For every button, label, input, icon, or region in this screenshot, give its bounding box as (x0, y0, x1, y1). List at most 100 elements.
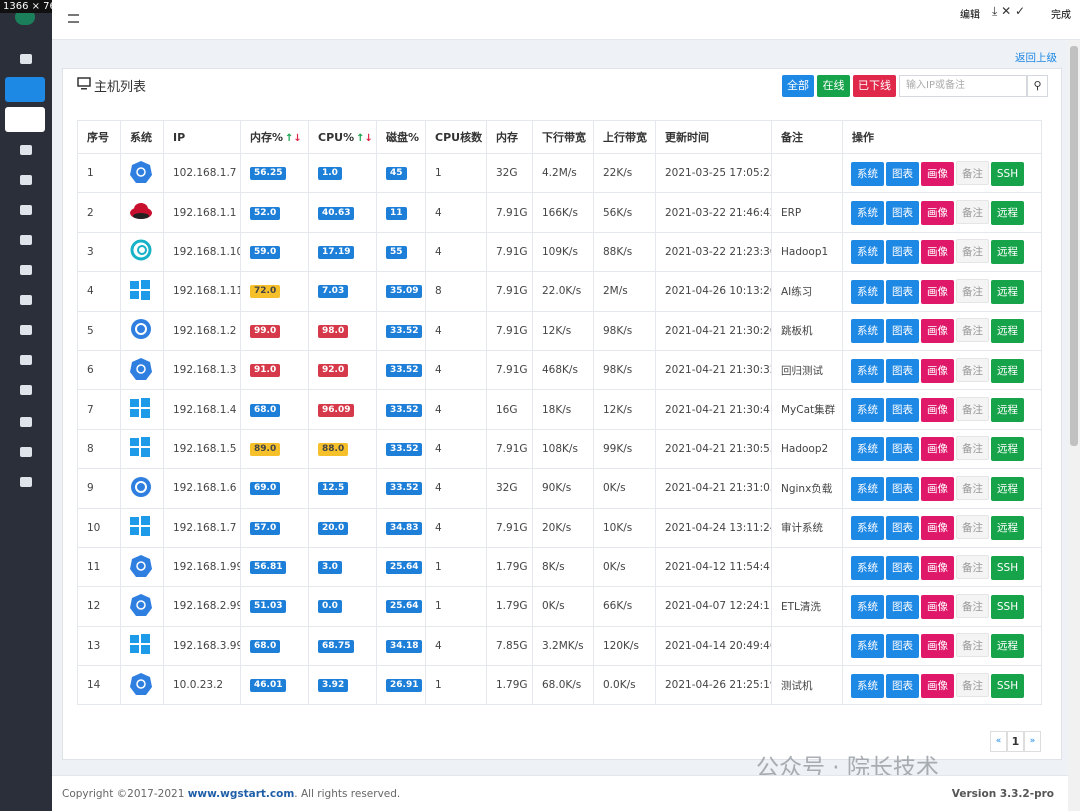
filter-button[interactable]: 已下线 (853, 75, 896, 97)
action-button[interactable]: 系统 (851, 398, 884, 423)
action-button[interactable]: 系统 (851, 476, 884, 501)
sort-icon[interactable]: ↑↓ (356, 132, 373, 144)
action-button[interactable]: 画像 (921, 594, 954, 619)
filter-button[interactable]: 在线 (817, 75, 850, 97)
nav-icon[interactable] (20, 477, 32, 487)
remote-button[interactable]: 远程 (991, 240, 1024, 265)
action-button[interactable]: 图表 (886, 516, 919, 541)
action-button[interactable]: 画像 (921, 201, 954, 226)
action-button[interactable]: 系统 (851, 516, 884, 541)
remote-button[interactable]: 远程 (991, 516, 1024, 541)
edit-button[interactable]: 编辑 (960, 10, 980, 21)
menu-toggle[interactable] (68, 14, 79, 23)
action-button[interactable]: 画像 (921, 319, 954, 344)
action-button[interactable]: 图表 (886, 240, 919, 265)
nav-icon[interactable] (20, 235, 32, 245)
action-button[interactable]: 图表 (886, 555, 919, 580)
action-button[interactable]: 画像 (921, 555, 954, 580)
action-button[interactable]: 备注 (956, 515, 989, 540)
action-button[interactable]: 系统 (851, 358, 884, 383)
done-button[interactable]: 完成 (1051, 10, 1071, 21)
search-button[interactable]: ⚲ (1027, 75, 1048, 97)
action-button[interactable]: 画像 (921, 161, 954, 186)
action-button[interactable]: 系统 (851, 634, 884, 659)
action-button[interactable]: 备注 (956, 633, 989, 658)
action-button[interactable]: 备注 (956, 239, 989, 264)
action-button[interactable]: 画像 (921, 634, 954, 659)
action-button[interactable]: 图表 (886, 673, 919, 698)
remote-button[interactable]: SSH (991, 673, 1024, 698)
nav-selected[interactable] (5, 107, 45, 132)
remote-button[interactable]: 远程 (991, 437, 1024, 462)
sort-icon[interactable]: ↑↓ (285, 133, 302, 144)
nav-icon[interactable] (20, 265, 32, 275)
action-button[interactable]: 系统 (851, 279, 884, 304)
remote-button[interactable]: SSH (991, 594, 1024, 619)
action-button[interactable]: 图表 (886, 437, 919, 462)
filter-button[interactable]: 全部 (782, 75, 814, 97)
action-button[interactable]: 图表 (886, 398, 919, 423)
action-button[interactable]: 备注 (956, 593, 989, 618)
action-button[interactable]: 备注 (956, 436, 989, 461)
action-button[interactable]: 备注 (956, 357, 989, 382)
action-button[interactable]: 备注 (956, 554, 989, 579)
action-button[interactable]: 备注 (956, 672, 989, 697)
toolbar-icons[interactable]: ⤓ ✕ ✓ (992, 4, 1026, 18)
nav-icon[interactable] (20, 355, 32, 365)
action-button[interactable]: 画像 (921, 437, 954, 462)
nav-icon[interactable] (20, 447, 32, 457)
action-button[interactable]: 备注 (956, 475, 989, 500)
nav-icon[interactable] (20, 417, 32, 427)
action-button[interactable]: 备注 (956, 160, 989, 185)
action-button[interactable]: 图表 (886, 476, 919, 501)
action-button[interactable]: 画像 (921, 358, 954, 383)
remote-button[interactable]: 远程 (991, 279, 1024, 304)
action-button[interactable]: 备注 (956, 200, 989, 225)
action-button[interactable]: 系统 (851, 437, 884, 462)
action-button[interactable]: 图表 (886, 594, 919, 619)
action-button[interactable]: 系统 (851, 161, 884, 186)
nav-active[interactable] (5, 77, 45, 102)
nav-icon[interactable] (20, 175, 32, 185)
action-button[interactable]: 图表 (886, 279, 919, 304)
page-next[interactable]: » (1024, 731, 1041, 752)
nav-icon[interactable] (20, 325, 32, 335)
site-link[interactable]: www.wgstart.com (187, 788, 295, 800)
page-prev[interactable]: « (990, 731, 1007, 752)
action-button[interactable]: 图表 (886, 201, 919, 226)
action-button[interactable]: 图表 (886, 358, 919, 383)
action-button[interactable]: 系统 (851, 673, 884, 698)
action-button[interactable]: 画像 (921, 279, 954, 304)
action-button[interactable]: 系统 (851, 594, 884, 619)
nav-icon[interactable] (20, 54, 32, 64)
page-number[interactable]: 1 (1007, 731, 1024, 752)
scrollbar[interactable] (1068, 40, 1080, 811)
action-button[interactable]: 画像 (921, 398, 954, 423)
remote-button[interactable]: SSH (991, 555, 1024, 580)
remote-button[interactable]: 远程 (991, 476, 1024, 501)
action-button[interactable]: 系统 (851, 555, 884, 580)
remote-button[interactable]: 远程 (991, 634, 1024, 659)
action-button[interactable]: 图表 (886, 161, 919, 186)
action-button[interactable]: 图表 (886, 319, 919, 344)
remote-button[interactable]: 远程 (991, 398, 1024, 423)
nav-icon[interactable] (20, 205, 32, 215)
action-button[interactable]: 图表 (886, 634, 919, 659)
remote-button[interactable]: 远程 (991, 319, 1024, 344)
search-input[interactable]: 输入IP或备注 (899, 75, 1027, 97)
back-link[interactable]: 返回上级 (1015, 52, 1057, 64)
nav-icon[interactable] (20, 145, 32, 155)
remote-button[interactable]: SSH (991, 161, 1024, 186)
action-button[interactable]: 画像 (921, 516, 954, 541)
remote-button[interactable]: 远程 (991, 201, 1024, 226)
scroll-thumb[interactable] (1070, 46, 1078, 446)
action-button[interactable]: 系统 (851, 240, 884, 265)
action-button[interactable]: 画像 (921, 476, 954, 501)
action-button[interactable]: 画像 (921, 240, 954, 265)
action-button[interactable]: 备注 (956, 397, 989, 422)
action-button[interactable]: 系统 (851, 201, 884, 226)
action-button[interactable]: 备注 (956, 318, 989, 343)
nav-icon[interactable] (20, 385, 32, 395)
remote-button[interactable]: 远程 (991, 358, 1024, 383)
action-button[interactable]: 系统 (851, 319, 884, 344)
